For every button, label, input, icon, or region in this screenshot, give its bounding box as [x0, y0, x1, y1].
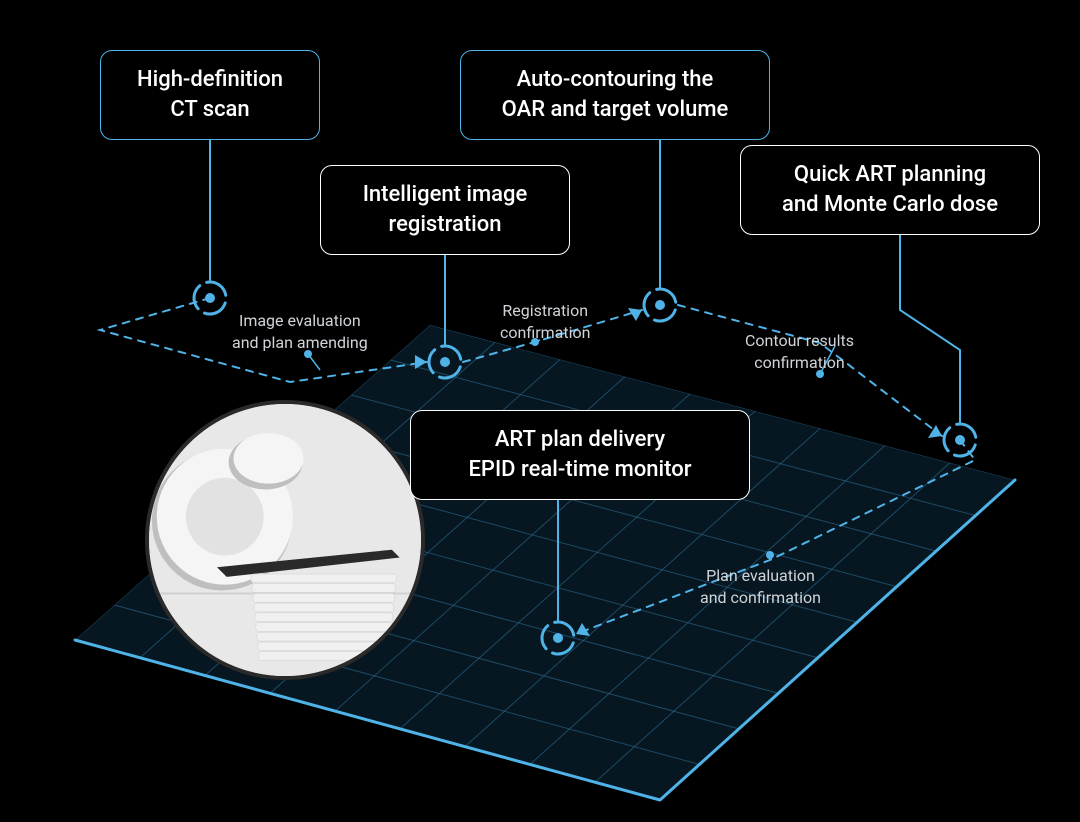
target-marker	[429, 346, 461, 378]
target-marker	[944, 424, 976, 456]
node-art-planning: Quick ART planning and Monte Carlo dose	[740, 145, 1040, 235]
node-registration: Intelligent image registration	[320, 165, 570, 255]
target-marker	[644, 289, 676, 321]
edge-label-lbl-contour: Contour results confirmation	[745, 330, 854, 373]
node-art-delivery: ART plan delivery EPID real-time monitor	[410, 410, 750, 500]
linac-machine-image	[145, 400, 425, 680]
linac-svg	[149, 404, 421, 676]
callout-line	[900, 235, 960, 424]
arrowhead	[628, 308, 642, 321]
edge-label-dot	[766, 551, 774, 559]
target-marker	[542, 622, 574, 654]
arrowhead	[576, 623, 590, 636]
arrowhead	[415, 355, 427, 369]
arrowhead	[928, 425, 942, 438]
target-marker	[194, 282, 226, 314]
node-auto-contour: Auto-contouring the OAR and target volum…	[460, 50, 770, 140]
edge-label-lbl-eval: Image evaluation and plan amending	[232, 310, 368, 353]
node-ct-scan: High-definition CT scan	[100, 50, 320, 140]
edge-label-lbl-planev: Plan evaluation and confirmation	[700, 565, 821, 608]
edge-label-lbl-regconf: Registration confirmation	[500, 300, 590, 343]
